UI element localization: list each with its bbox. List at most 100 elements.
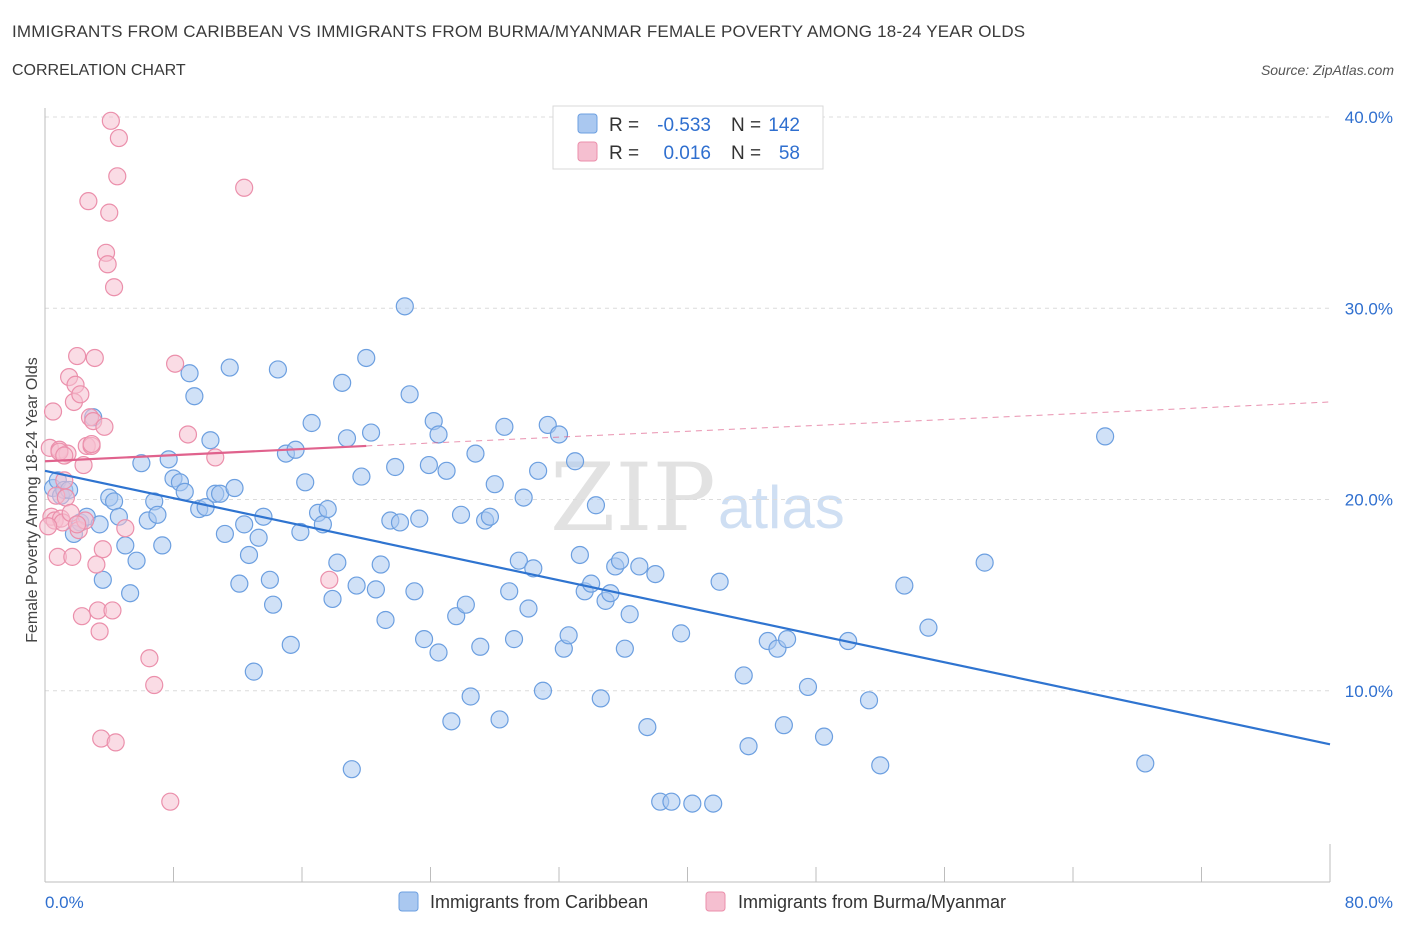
point-caribbean: [570, 545, 589, 565]
point-caribbean: [357, 348, 376, 368]
burma-points: [39, 111, 339, 811]
point-caribbean: [104, 492, 124, 511]
y-tick-label: 10.0%: [1345, 682, 1393, 701]
point-caribbean: [371, 555, 390, 574]
point-caribbean: [281, 635, 300, 654]
point-caribbean: [201, 431, 220, 450]
source-label: Source: ZipAtlas.com: [1260, 62, 1394, 78]
point-caribbean: [615, 639, 634, 658]
stats-n-caribbean: 142: [768, 115, 800, 136]
point-caribbean: [519, 599, 538, 618]
point-burma: [82, 434, 101, 454]
x-tick-label-max: 80.0%: [1345, 893, 1393, 912]
y-tick-label: 20.0%: [1345, 491, 1393, 510]
point-burma: [74, 455, 93, 475]
point-caribbean: [419, 455, 438, 475]
point-caribbean: [437, 461, 456, 480]
point-burma: [56, 488, 75, 507]
point-caribbean: [302, 413, 321, 433]
point-caribbean: [565, 452, 585, 471]
stats-r-label-burma: R =: [609, 143, 639, 164]
trendlines: [44, 401, 1331, 746]
point-caribbean: [1096, 427, 1115, 446]
point-burma: [178, 425, 198, 444]
axes: [44, 108, 1331, 883]
point-caribbean: [975, 553, 994, 572]
point-caribbean: [376, 610, 395, 630]
point-burma: [140, 649, 159, 668]
point-caribbean: [524, 559, 543, 578]
point-burma: [87, 555, 106, 574]
point-caribbean: [220, 358, 239, 377]
legend-label-burma: Immigrants from Burma/Myanmar: [738, 892, 1006, 912]
point-burma: [71, 385, 90, 404]
y-tick-label: 40.0%: [1345, 108, 1393, 127]
point-caribbean: [485, 475, 504, 494]
point-burma: [108, 167, 127, 186]
point-caribbean: [268, 360, 288, 379]
point-caribbean: [734, 666, 753, 685]
legend: Immigrants from Caribbean Immigrants fro…: [398, 891, 1006, 912]
point-caribbean: [116, 536, 135, 555]
point-caribbean: [296, 473, 315, 492]
point-caribbean: [1136, 754, 1155, 773]
point-burma: [116, 519, 135, 538]
point-burma: [145, 675, 164, 695]
point-caribbean: [549, 425, 569, 444]
point-caribbean: [127, 551, 146, 570]
point-burma: [43, 402, 63, 421]
point-caribbean: [871, 756, 890, 775]
point-burma: [68, 346, 87, 366]
point-caribbean: [646, 564, 665, 584]
point-caribbean: [504, 630, 524, 649]
point-burma: [39, 517, 58, 536]
point-caribbean: [610, 551, 630, 570]
stats-box: R = -0.533 N = 142 R = 0.016 N = 58: [552, 105, 824, 170]
point-burma: [104, 278, 124, 297]
point-caribbean: [323, 589, 342, 609]
point-caribbean: [490, 710, 509, 729]
point-caribbean: [586, 496, 606, 515]
y-axis-label: Female Poverty Among 18-24 Year Olds: [24, 357, 41, 643]
point-caribbean: [390, 513, 410, 532]
point-caribbean: [328, 553, 347, 572]
stats-swatch-burma: [577, 141, 598, 162]
point-caribbean: [410, 509, 429, 528]
point-caribbean: [400, 385, 419, 404]
point-caribbean: [710, 572, 729, 591]
point-caribbean: [235, 515, 254, 534]
trendline-caribbean: [44, 469, 1331, 746]
point-caribbean: [533, 681, 553, 700]
point-burma: [95, 417, 114, 436]
point-caribbean: [471, 637, 490, 656]
point-caribbean: [159, 450, 178, 469]
point-caribbean: [352, 467, 371, 486]
stats-r-burma: 0.016: [663, 143, 711, 164]
point-caribbean: [180, 364, 199, 383]
point-caribbean: [260, 570, 279, 589]
point-burma: [161, 792, 180, 811]
point-caribbean: [239, 545, 259, 565]
caribbean-points: [43, 297, 1155, 813]
point-burma: [101, 111, 120, 130]
stats-n-label-caribbean: N =: [731, 115, 761, 136]
point-caribbean: [333, 373, 352, 392]
point-caribbean: [366, 580, 385, 599]
chart-title: IMMIGRANTS FROM CARIBBEAN VS IMMIGRANTS …: [12, 22, 1026, 41]
point-burma: [85, 348, 104, 368]
point-burma: [320, 570, 339, 589]
point-caribbean: [451, 505, 471, 524]
point-caribbean: [456, 595, 475, 614]
point-caribbean: [704, 794, 723, 813]
point-caribbean: [414, 630, 434, 649]
stats-r-caribbean: -0.533: [657, 115, 711, 136]
point-caribbean: [630, 557, 649, 576]
point-caribbean: [249, 528, 268, 547]
point-caribbean: [774, 716, 793, 735]
point-caribbean: [225, 478, 244, 498]
point-burma: [106, 733, 125, 752]
point-caribbean: [337, 429, 357, 448]
point-burma: [72, 607, 92, 626]
point-caribbean: [859, 691, 879, 710]
point-caribbean: [895, 576, 914, 595]
